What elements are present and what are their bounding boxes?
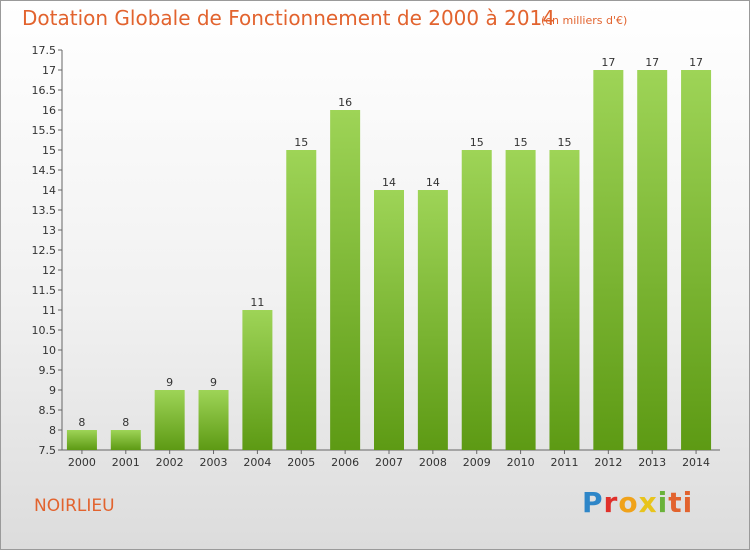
- bar-2011: [549, 150, 580, 450]
- y-tick-label: 13.5: [32, 204, 57, 217]
- x-tick-label-2002: 2002: [156, 456, 184, 469]
- bar-2002: [154, 390, 185, 450]
- value-label-2007: 14: [382, 176, 396, 189]
- y-tick-label: 13: [42, 224, 56, 237]
- y-tick-label: 17: [42, 64, 56, 77]
- chart-subtitle: (en milliers d'€): [541, 14, 628, 27]
- bar-2008: [417, 190, 448, 450]
- commune-name: NOIRLIEU: [34, 496, 115, 516]
- y-tick-label: 15.5: [32, 124, 57, 137]
- value-label-2006: 16: [338, 96, 352, 109]
- y-tick-label: 7.5: [39, 444, 57, 457]
- bar-2007: [374, 190, 404, 450]
- value-label-2001: 8: [122, 416, 129, 429]
- x-tick-label-2009: 2009: [463, 456, 491, 469]
- value-label-2010: 15: [514, 136, 528, 149]
- x-tick-label-2001: 2001: [112, 456, 140, 469]
- value-label-2005: 15: [294, 136, 308, 149]
- y-tick-label: 16.5: [32, 84, 57, 97]
- bar-2012: [593, 70, 624, 450]
- y-tick-label: 9: [49, 384, 56, 397]
- proxiti-logo: Proxiti: [582, 486, 694, 519]
- y-tick-label: 12.5: [32, 244, 57, 257]
- x-tick-label-2007: 2007: [375, 456, 403, 469]
- value-label-2014: 17: [689, 56, 703, 69]
- y-tick-label: 11.5: [32, 284, 57, 297]
- value-label-2009: 15: [470, 136, 484, 149]
- bar-2004: [242, 310, 273, 450]
- bar-2010: [505, 150, 536, 450]
- value-label-2013: 17: [645, 56, 659, 69]
- x-tick-label-2006: 2006: [331, 456, 359, 469]
- y-tick-label: 14: [42, 184, 56, 197]
- bar-2001: [110, 430, 141, 450]
- value-label-2012: 17: [601, 56, 615, 69]
- y-tick-label: 14.5: [32, 164, 57, 177]
- value-label-2002: 9: [166, 376, 173, 389]
- x-tick-label-2003: 2003: [200, 456, 228, 469]
- bar-2005: [286, 150, 317, 450]
- value-label-2000: 8: [78, 416, 85, 429]
- x-tick-label-2004: 2004: [243, 456, 271, 469]
- y-tick-label: 9.5: [39, 364, 57, 377]
- x-tick-label-2000: 2000: [68, 456, 96, 469]
- y-tick-label: 10.5: [32, 324, 57, 337]
- y-tick-label: 12: [42, 264, 56, 277]
- y-tick-label: 17.5: [32, 44, 57, 57]
- x-tick-label-2011: 2011: [550, 456, 578, 469]
- chart-bars: 8 8 9 9 11 15 16 14 14 15 15 15 17 17 17: [66, 56, 712, 450]
- x-tick-label-2014: 2014: [682, 456, 710, 469]
- bar-2014: [681, 70, 712, 450]
- value-label-2008: 14: [426, 176, 440, 189]
- bar-2000: [66, 430, 97, 450]
- x-tick-label-2005: 2005: [287, 456, 315, 469]
- y-tick-label: 15: [42, 144, 56, 157]
- bar-2006: [330, 110, 361, 450]
- bar-2003: [198, 390, 229, 450]
- x-tick-label-2012: 2012: [594, 456, 622, 469]
- chart-title: Dotation Globale de Fonctionnement de 20…: [22, 6, 555, 30]
- bar-2009: [461, 150, 492, 450]
- x-tick-label-2010: 2010: [507, 456, 535, 469]
- value-label-2004: 11: [250, 296, 264, 309]
- value-label-2011: 15: [557, 136, 571, 149]
- value-label-2003: 9: [210, 376, 217, 389]
- x-tick-label-2008: 2008: [419, 456, 447, 469]
- y-tick-label: 8: [49, 424, 56, 437]
- y-tick-label: 10: [42, 344, 56, 357]
- y-tick-label: 16: [42, 104, 56, 117]
- x-tick-label-2013: 2013: [638, 456, 666, 469]
- y-tick-label: 11: [42, 304, 56, 317]
- y-tick-label: 8.5: [39, 404, 57, 417]
- bar-2013: [637, 70, 668, 450]
